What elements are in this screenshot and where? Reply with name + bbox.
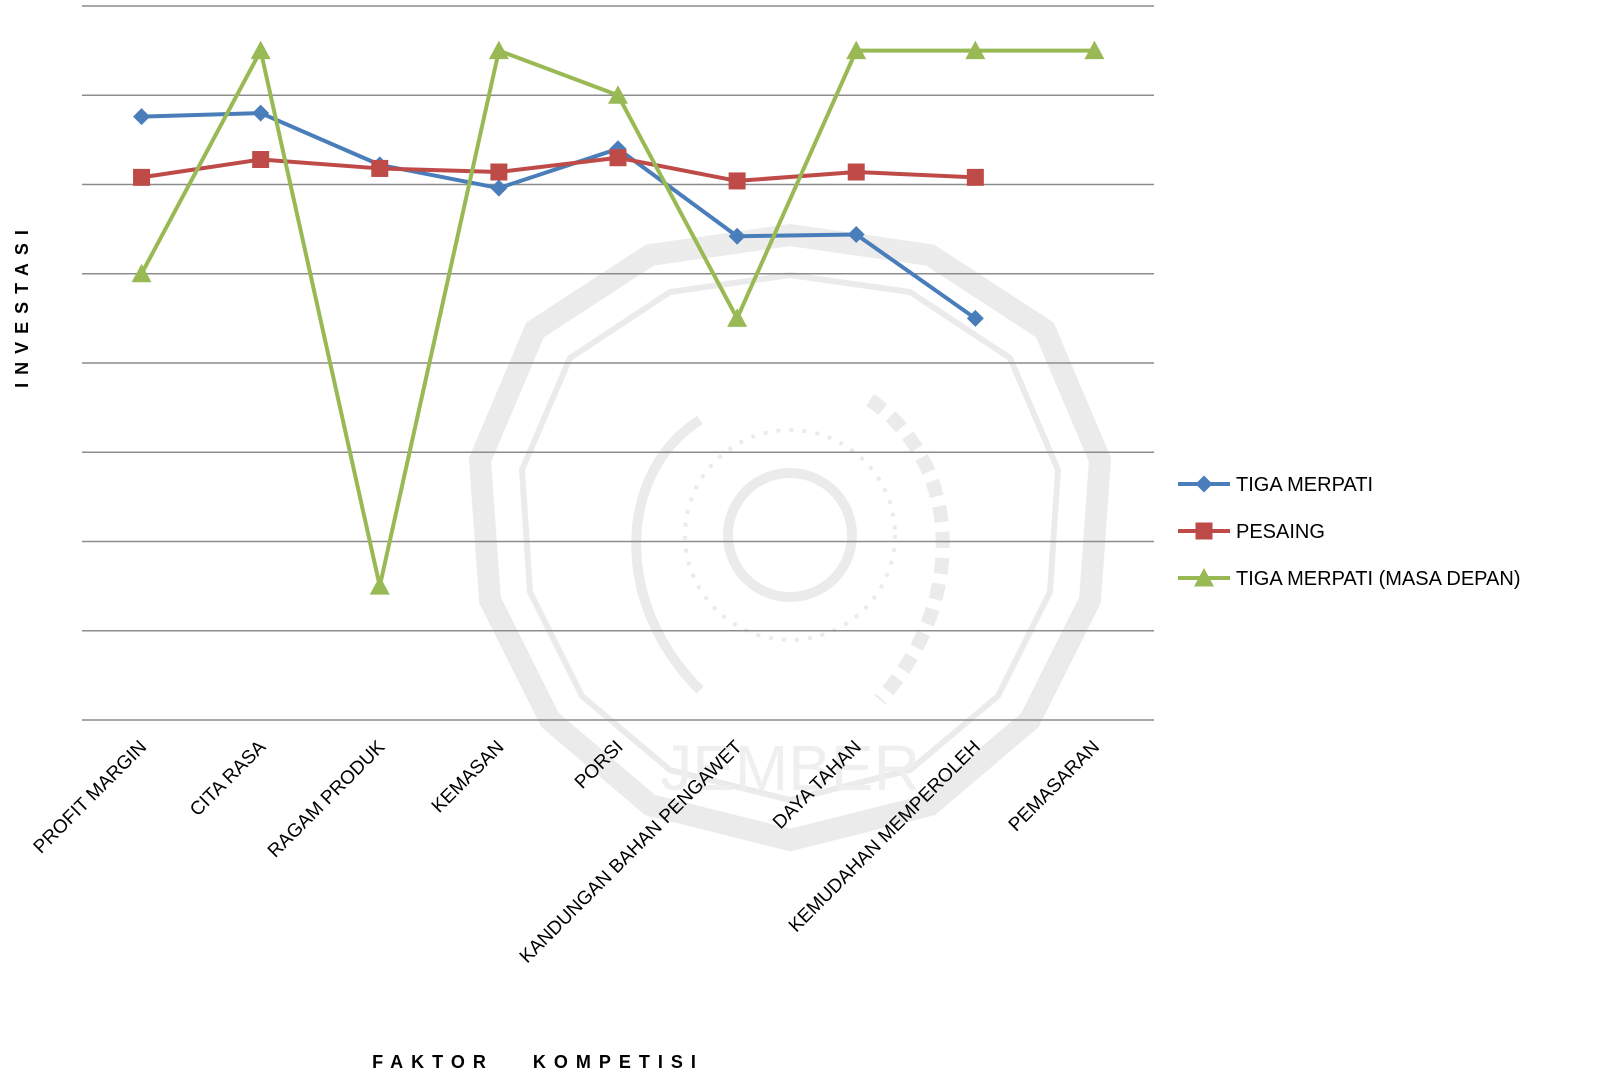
point-tiga-merpati-masa-depan-kandungan-bahan-pengawet: [727, 308, 748, 327]
point-tiga-merpati-masa-depan-kemasan: [488, 40, 509, 60]
x-axis-title: FAKTOR KOMPETISI: [372, 1052, 704, 1072]
point-tiga-merpati-masa-depan-daya-tahan: [846, 40, 867, 60]
point-pesaing-kemasan: [490, 163, 508, 181]
watermark-bottom-text: JEMBER: [660, 732, 920, 804]
point-tiga-merpati-cita-rasa: [252, 104, 270, 122]
point-pesaing-kandungan-bahan-pengawet: [728, 172, 746, 190]
series-line-pesaing: [141, 155, 976, 183]
point-tiga-merpati-daya-tahan: [847, 225, 865, 243]
point-tiga-merpati-masa-depan-profit-margin: [131, 263, 152, 283]
series-markers: [131, 40, 1105, 595]
point-tiga-merpati-masa-depan-cita-rasa: [250, 40, 271, 60]
point-tiga-merpati-masa-depan-porsi: [608, 85, 628, 104]
y-axis-title: INVESTASI: [12, 222, 32, 388]
x-tick-label-profit-margin: PROFIT MARGIN: [30, 737, 151, 858]
point-tiga-merpati-kandungan-bahan-pengawet: [728, 227, 746, 245]
x-tick-label-ragam-produk: RAGAM PRODUK: [264, 736, 390, 862]
point-tiga-merpati-kemasan: [490, 179, 508, 197]
point-pesaing-cita-rasa: [252, 151, 270, 169]
legend-marker-tiga-merpati-masa-depan: [1194, 568, 1214, 587]
point-pesaing-daya-tahan: [847, 163, 865, 181]
y-axis-title-group: INVESTASI: [12, 222, 32, 388]
x-tick-label-kemasan: KEMASAN: [428, 737, 509, 818]
x-tick-label-kandungan-bahan-pengawet: KANDUNGAN BAHAN PENGAWET: [516, 736, 747, 967]
point-tiga-merpati-masa-depan-kemudahan-memperoleh: [965, 40, 986, 60]
point-tiga-merpati-masa-depan-pemasaran: [1084, 40, 1105, 60]
point-tiga-merpati-masa-depan-ragam-produk: [369, 576, 390, 595]
x-tick-label-cita-rasa: CITA RASA: [186, 736, 270, 820]
point-pesaing-porsi: [609, 149, 627, 167]
legend-label-pesaing: PESAING: [1236, 521, 1325, 543]
point-pesaing-profit-margin: [133, 168, 151, 186]
legend-marker-tiga-merpati: [1195, 475, 1213, 493]
chart-legend: TIGA MERPATI PESAING TIGA MERPATI (MASA DE…: [1178, 474, 1520, 590]
x-tick-label-pemasaran: PEMASARAN: [1005, 737, 1104, 836]
point-pesaing-ragam-produk: [371, 159, 389, 177]
legend-label-tiga-merpati: TIGA MERPATI: [1236, 474, 1373, 496]
point-pesaing-kemudahan-memperoleh: [966, 168, 984, 186]
series-line-tiga-merpati: [141, 111, 977, 321]
legend-label-tiga-merpati-masa-depan: TIGA MERPATI (MASA DEPAN): [1236, 568, 1520, 590]
point-tiga-merpati-profit-margin: [133, 108, 151, 126]
legend-marker-pesaing: [1195, 522, 1213, 540]
university-seal-watermark: JEMBER: [468, 223, 1112, 852]
point-tiga-merpati-kemudahan-memperoleh: [966, 309, 984, 327]
